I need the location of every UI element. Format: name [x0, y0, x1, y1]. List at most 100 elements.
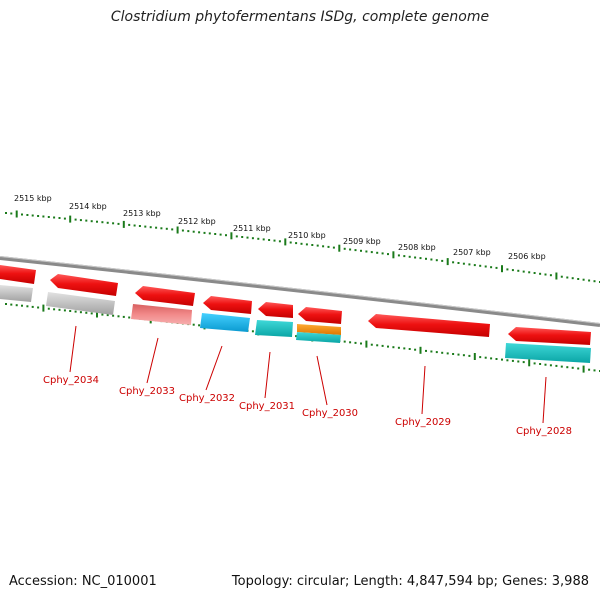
- minor-tick: [289, 241, 292, 244]
- gene-label[interactable]: Cphy_2034: [43, 375, 99, 386]
- gene-feature-blue[interactable]: [200, 313, 250, 332]
- minor-tick: [300, 242, 303, 245]
- minor-tick: [74, 310, 77, 313]
- gene-feature-teal[interactable]: [255, 320, 293, 337]
- minor-tick: [506, 359, 509, 362]
- minor-tick: [468, 354, 471, 357]
- minor-tick: [479, 356, 482, 359]
- gene-feature-gray[interactable]: [0, 285, 33, 302]
- minor-tick: [96, 220, 98, 223]
- minor-tick: [452, 353, 455, 355]
- minor-tick: [495, 266, 498, 269]
- minor-tick: [47, 216, 50, 218]
- gene-feature-red[interactable]: [508, 327, 591, 345]
- minor-tick: [42, 215, 45, 218]
- minor-tick: [90, 220, 93, 223]
- scale-label: 2512 kbp: [178, 217, 216, 226]
- gene-label[interactable]: Cphy_2032: [179, 393, 235, 404]
- minor-tick: [21, 304, 23, 307]
- minor-tick: [192, 230, 195, 233]
- minor-tick: [484, 356, 487, 359]
- topology-text: Topology: circular; Length: 4,847,594 bp…: [231, 574, 589, 589]
- minor-tick: [74, 218, 77, 221]
- minor-tick: [544, 273, 547, 276]
- minor-tick: [31, 214, 34, 217]
- minor-tick: [414, 348, 417, 351]
- minor-tick: [149, 226, 152, 229]
- minor-tick: [349, 341, 352, 344]
- gene-feature-red[interactable]: [258, 302, 293, 318]
- scale-label: 2513 kbp: [123, 209, 161, 218]
- minor-tick: [593, 280, 596, 283]
- scale-label: 2509 kbp: [343, 237, 381, 246]
- minor-tick: [138, 225, 141, 227]
- minor-tick: [462, 262, 465, 265]
- map-title: Clostridium phytofermentans ISDg, comple…: [110, 9, 490, 25]
- connector-line: [69, 325, 77, 373]
- gene-feature-red[interactable]: [298, 307, 342, 324]
- gene-label[interactable]: Cphy_2030: [302, 408, 358, 419]
- gene-feature-red[interactable]: [368, 314, 490, 337]
- major-tick: [501, 265, 503, 273]
- minor-tick: [241, 236, 244, 238]
- genome-backbone-highlight: [0, 256, 600, 324]
- minor-tick: [408, 255, 411, 258]
- gene-feature-orange[interactable]: [297, 324, 341, 335]
- minor-tick: [479, 264, 482, 267]
- minor-tick: [305, 243, 308, 246]
- minor-tick: [10, 212, 13, 215]
- gene-feature-pink[interactable]: [131, 304, 192, 325]
- minor-tick: [354, 341, 357, 344]
- minor-tick: [128, 316, 131, 319]
- gene-feature-red[interactable]: [50, 274, 118, 296]
- minor-tick: [155, 226, 158, 229]
- minor-tick: [90, 312, 93, 315]
- minor-tick: [5, 303, 7, 305]
- minor-tick: [225, 234, 227, 237]
- major-tick: [96, 310, 98, 318]
- scale-label: 2507 kbp: [453, 248, 491, 257]
- minor-tick: [549, 364, 552, 367]
- minor-tick: [246, 236, 249, 239]
- minor-tick: [430, 350, 433, 353]
- minor-tick: [10, 303, 13, 306]
- major-tick: [176, 226, 179, 234]
- minor-tick: [517, 269, 520, 272]
- label-connectors: [69, 325, 547, 424]
- gene-feature-teal[interactable]: [505, 343, 591, 363]
- minor-tick: [257, 237, 260, 240]
- minor-tick: [490, 357, 493, 360]
- minor-tick: [365, 250, 368, 253]
- minor-tick: [441, 259, 444, 262]
- gene-feature-red[interactable]: [0, 265, 36, 284]
- minor-tick: [484, 265, 487, 268]
- minor-tick: [593, 369, 596, 372]
- minor-tick: [370, 251, 373, 254]
- gene-feature-teal[interactable]: [296, 332, 341, 343]
- minor-tick: [214, 233, 217, 235]
- gene-label[interactable]: Cphy_2033: [119, 386, 175, 397]
- major-tick: [446, 258, 449, 266]
- minor-tick: [58, 308, 61, 311]
- minor-tick: [262, 238, 265, 241]
- minor-tick: [408, 348, 411, 350]
- gene-feature-red[interactable]: [203, 296, 252, 314]
- minor-tick: [181, 229, 184, 232]
- gene-feature-red[interactable]: [135, 286, 195, 306]
- minor-tick: [112, 314, 115, 317]
- minor-tick: [522, 361, 525, 364]
- gene-feature-gray[interactable]: [46, 292, 115, 315]
- gene-label[interactable]: Cphy_2028: [516, 426, 572, 437]
- minor-tick: [555, 364, 558, 367]
- gene-label[interactable]: Cphy_2029: [395, 417, 451, 428]
- minor-tick: [425, 257, 427, 260]
- minor-tick: [58, 217, 61, 219]
- minor-tick: [588, 368, 591, 371]
- minor-tick: [441, 351, 444, 354]
- scale-label: 2515 kbp: [14, 194, 52, 203]
- minor-tick: [457, 353, 460, 356]
- gene-label[interactable]: Cphy_2031: [239, 401, 295, 412]
- major-tick: [419, 346, 422, 354]
- minor-tick: [53, 308, 56, 311]
- minor-tick: [381, 344, 384, 347]
